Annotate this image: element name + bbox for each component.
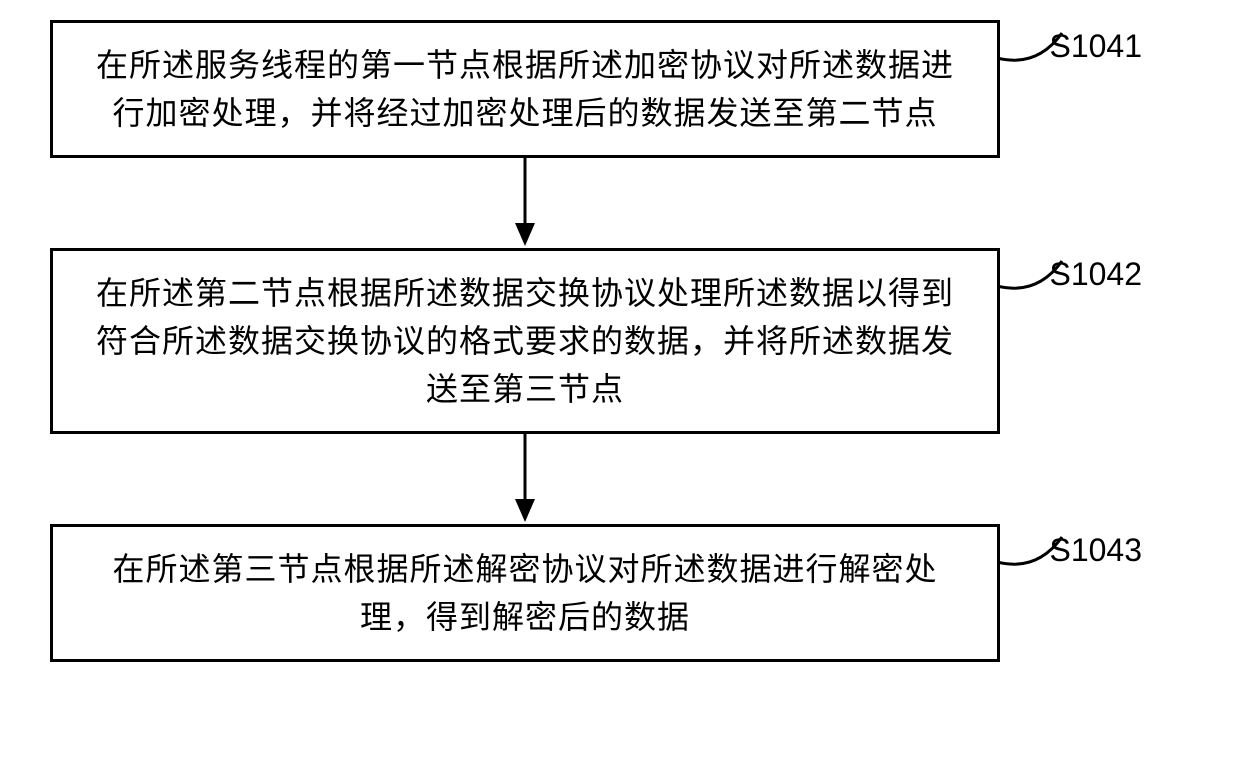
step-label-1: S1041 (1049, 28, 1142, 65)
step-text-1: 在所述服务线程的第一节点根据所述加密协议对所述数据进行加密处理，并将经过加密处理… (83, 41, 967, 137)
arrow-1 (505, 158, 545, 248)
step-box-3: 在所述第三节点根据所述解密协议对所述数据进行解密处理，得到解密后的数据 S104… (50, 524, 1000, 662)
arrow-2 (505, 434, 545, 524)
flowchart-container: 在所述服务线程的第一节点根据所述加密协议对所述数据进行加密处理，并将经过加密处理… (50, 20, 1150, 662)
arrow-container-2 (50, 434, 1000, 524)
step-box-2: 在所述第二节点根据所述数据交换协议处理所述数据以得到符合所述数据交换协议的格式要… (50, 248, 1000, 434)
arrow-container-1 (50, 158, 1000, 248)
step-label-2: S1042 (1049, 256, 1142, 293)
step-text-2: 在所述第二节点根据所述数据交换协议处理所述数据以得到符合所述数据交换协议的格式要… (83, 269, 967, 413)
step-box-1: 在所述服务线程的第一节点根据所述加密协议对所述数据进行加密处理，并将经过加密处理… (50, 20, 1000, 158)
step-label-3: S1043 (1049, 532, 1142, 569)
step-text-3: 在所述第三节点根据所述解密协议对所述数据进行解密处理，得到解密后的数据 (83, 545, 967, 641)
